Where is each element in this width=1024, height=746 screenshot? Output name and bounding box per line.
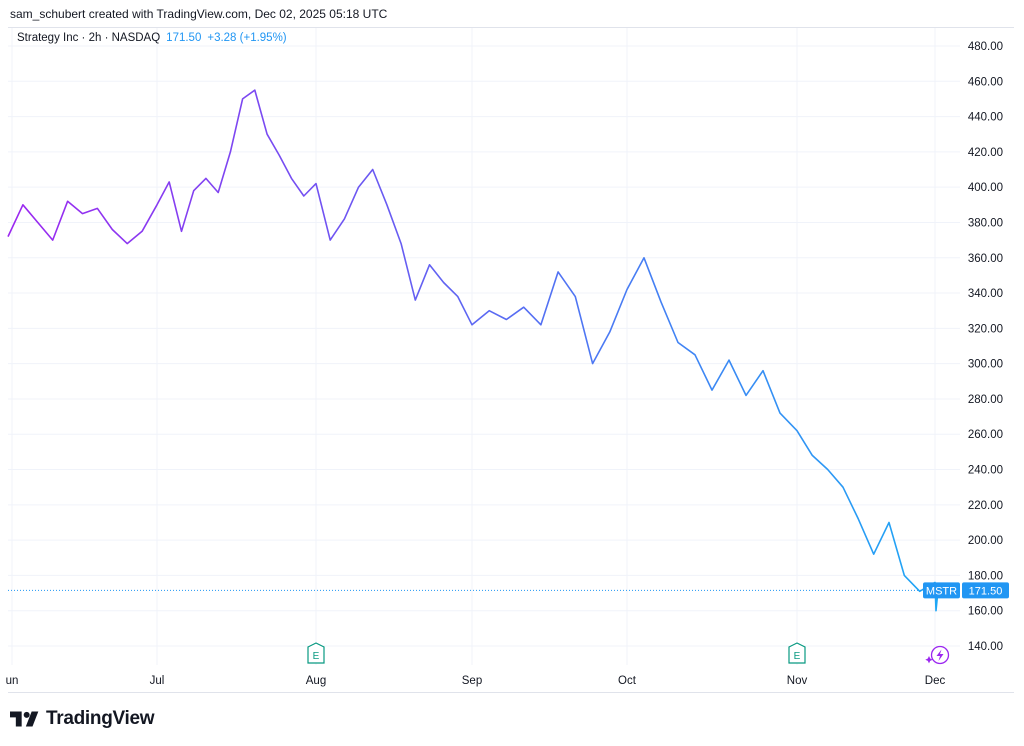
y-tick-label: 380.00	[968, 217, 1003, 229]
symbol-name: Strategy Inc · 2h · NASDAQ	[17, 32, 161, 44]
y-tick-label: 320.00	[968, 323, 1003, 335]
x-tick-label: Oct	[618, 675, 637, 687]
y-tick-label: 260.00	[968, 429, 1003, 441]
last-price-label: 171.50	[969, 585, 1003, 597]
earnings-marker-label: E	[794, 651, 801, 662]
earnings-marker[interactable]: E	[788, 642, 806, 664]
x-tick-label: un	[6, 675, 19, 687]
last-price-badge	[962, 582, 1009, 599]
tradingview-brand: TradingView	[46, 708, 155, 729]
y-tick-label: 200.00	[968, 535, 1003, 547]
price-axis: 480.00 460.00 440.00 420.00 400.00 380.00 360.…	[968, 41, 1003, 653]
y-tick-label: 140.00	[968, 641, 1003, 653]
time-axis: un Jul Aug Sep Oct Nov Dec	[6, 675, 946, 687]
y-tick-label: 220.00	[968, 500, 1003, 512]
x-tick-label: Sep	[462, 675, 482, 687]
y-tick-label: 480.00	[968, 41, 1003, 53]
x-tick-label: Dec	[925, 675, 946, 687]
y-tick-label: 360.00	[968, 253, 1003, 265]
y-tick-label: 440.00	[968, 112, 1003, 124]
y-tick-label: 240.00	[968, 465, 1003, 477]
chart-attribution: sam_schubert created with TradingView.co…	[10, 7, 388, 21]
earnings-marker[interactable]: E	[307, 642, 325, 664]
x-tick-label: Jul	[150, 675, 165, 687]
legend-price: 171.50	[166, 32, 202, 44]
tradingview-logo-icon	[10, 711, 39, 727]
price-line	[7, 89, 939, 612]
x-tick-label: Aug	[306, 675, 326, 687]
y-tick-label: 340.00	[968, 288, 1003, 300]
tradingview-logo[interactable]: TradingView	[10, 708, 155, 730]
dividend-flash-icon[interactable]	[925, 645, 950, 665]
last-price-tag: MSTR 171.50	[923, 582, 1009, 599]
y-tick-label: 400.00	[968, 182, 1003, 194]
y-tick-label: 160.00	[968, 606, 1003, 618]
y-tick-label: 180.00	[968, 570, 1003, 582]
chart-frame	[8, 27, 1014, 693]
symbol-legend[interactable]: Strategy Inc · 2h · NASDAQ 171.50 +3.28 (+…	[17, 32, 287, 44]
y-tick-label: 300.00	[968, 359, 1003, 371]
legend-change: +3.28 (+1.95%)	[207, 32, 287, 44]
y-tick-label: 460.00	[968, 76, 1003, 88]
x-tick-label: Nov	[787, 675, 808, 687]
chart-grid	[8, 28, 960, 665]
earnings-marker-label: E	[313, 651, 320, 662]
last-symbol-badge	[923, 582, 960, 599]
last-symbol-label: MSTR	[926, 585, 957, 597]
y-tick-label: 420.00	[968, 147, 1003, 159]
y-tick-label: 280.00	[968, 394, 1003, 406]
